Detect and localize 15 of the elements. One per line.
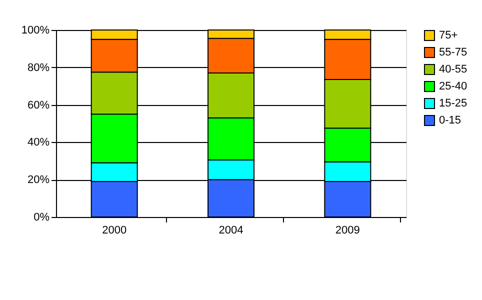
legend-label: 40-55 [439, 64, 468, 76]
y-tick-label: 0% [34, 212, 50, 224]
x-tick-label: 2000 [102, 224, 127, 236]
x-tick-label: 2009 [335, 224, 360, 236]
y-tick-label: 20% [27, 174, 50, 186]
legend-label: 55-75 [439, 46, 468, 58]
legend-label: 75+ [439, 30, 458, 42]
y-tick-label: 80% [27, 62, 50, 74]
x-tick-label: 2004 [218, 224, 244, 236]
y-tick-label: 60% [27, 99, 50, 112]
y-tick-label: 40% [27, 136, 50, 149]
y-tick-label: 100% [21, 24, 50, 36]
legend-label: 0-15 [439, 114, 462, 126]
legend-label: 25-40 [439, 80, 468, 92]
legend-label: 15-25 [439, 98, 468, 110]
